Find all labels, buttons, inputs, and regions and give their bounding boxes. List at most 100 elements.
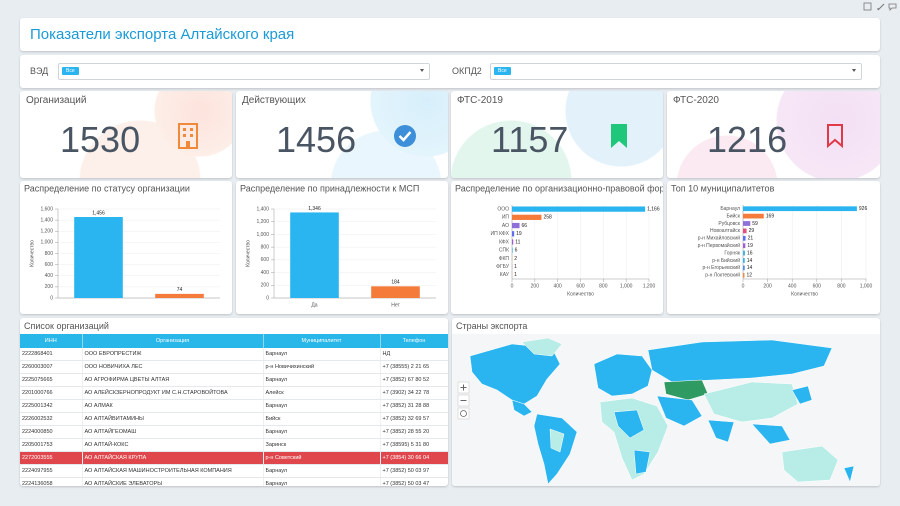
y-tick-label: Бийск <box>726 212 740 219</box>
table-cell: АО АЛТАЙ-КОКС <box>82 438 264 452</box>
chart-card: Распределение по принадлежности к МСП 0 20… <box>236 181 448 314</box>
fullscreen-icon[interactable] <box>863 2 872 11</box>
kpi-value: 1530 <box>60 119 141 160</box>
table-cell: АО АЛТАЙГЕОМАШ <box>82 425 264 439</box>
column-header: Телефон <box>380 334 448 348</box>
filter-select[interactable]: Все <box>58 63 430 80</box>
table-cell: АО АЛТАЙВИТАМИНЫ <box>82 412 264 426</box>
value-label: 1,456 <box>92 210 105 216</box>
table-row[interactable]: 2225001342 АО АЛМАК Барнаул +7 (3852) 31 28… <box>20 399 448 413</box>
org-table: ИНН Организация Муниципалитет Телефон 222286… <box>20 334 448 486</box>
value-label: 19 <box>747 243 753 249</box>
value-label: 258 <box>543 215 552 221</box>
table-row[interactable]: 2260003007 ООО НОВИЧИХА ЛЕС р-н Новичихинс… <box>20 360 448 374</box>
y-tick-label: ФГБУ <box>496 264 510 270</box>
y-tick-label: р-н Первомайский <box>698 242 741 249</box>
chart: Топ 10 муниципалитетов 0 200 400 600 800 1,000… <box>671 183 872 297</box>
value-label: 926 <box>859 206 868 212</box>
value-label: 29 <box>749 228 755 234</box>
bar <box>743 272 745 278</box>
table-cell: 2201000766 <box>20 386 83 400</box>
reset-icon <box>460 410 467 417</box>
kpi-card: ФТС-2020 1216 <box>667 91 880 178</box>
y-tick-label: р-н Михайловский <box>698 235 740 242</box>
table-cell: Барнаул <box>263 373 381 387</box>
table-cell: АО АГРОФИРМА ЦВЕТЫ АЛТАЯ <box>82 373 264 387</box>
table-cell: +7 (3852) 50 03 97 <box>380 464 448 478</box>
caret <box>852 69 856 72</box>
x-tick-label: 200 <box>763 283 772 289</box>
table-cell: Барнаул <box>263 399 381 413</box>
y-tick-label: 1,200 <box>40 229 53 235</box>
bar <box>155 293 204 298</box>
value-label: 1 <box>514 272 517 278</box>
edit-icon[interactable] <box>877 3 885 11</box>
page-title: Показатели экспорта Алтайского края <box>30 26 295 43</box>
table-cell: +7 (3852) 32 69 57 <box>380 412 448 426</box>
table-cell: +7 (3852) 50 03 47 <box>380 477 448 486</box>
table-row[interactable]: 2272003555 АО АЛТАЙСКАЯ КРУПА р-н Советски… <box>20 451 448 465</box>
y-tick-label: р-н Локтевский <box>705 272 740 279</box>
y-tick-label: 200 <box>45 284 54 290</box>
value-label: 21 <box>748 236 754 242</box>
table-row[interactable]: 2226002532 АО АЛТАЙВИТАМИНЫ Бийск +7 (3852)… <box>20 412 448 426</box>
chart-card: Распределение по статусу организации 0 200… <box>20 181 232 314</box>
table-cell: 2224097955 <box>20 464 83 478</box>
bar <box>290 212 339 298</box>
bookmark-icon <box>611 124 627 148</box>
table-row[interactable]: 2225075665 АО АГРОФИРМА ЦВЕТЫ АЛТАЯ Барнау… <box>20 373 448 387</box>
column-header: ИНН <box>20 334 83 348</box>
kpi-label: ФТС-2019 <box>457 95 503 106</box>
table-row[interactable]: 2224000850 АО АЛТАЙГЕОМАШ Барнаул +7 (3852)… <box>20 425 448 439</box>
y-tick-label: АО <box>502 223 509 229</box>
filter-chip[interactable]: Все <box>62 67 79 75</box>
table-title: Список организаций <box>24 321 109 331</box>
table-cell: 2205001753 <box>20 438 83 452</box>
table-row[interactable]: 2224136058 АО АЛТАЙСКИЕ ЭЛЕВАТОРЫ Барнаул +… <box>20 477 448 486</box>
kpi-card: Действующих 1456 <box>236 91 448 178</box>
y-tick-label: 1,000 <box>40 240 53 246</box>
y-tick-label: 1,000 <box>256 232 269 238</box>
x-tick-label: 600 <box>813 283 822 289</box>
filter-chip[interactable]: Все <box>494 67 511 75</box>
world-map[interactable] <box>452 334 880 486</box>
filter-label: ВЭД <box>30 66 49 76</box>
y-tick-label: р-н Егорьевский <box>703 264 741 271</box>
table-cell: +7 (3852) 28 55 20 <box>380 425 448 439</box>
value-label: 169 <box>766 213 775 219</box>
caret <box>420 69 424 72</box>
x-axis-label: Количество <box>791 291 818 297</box>
filter-card: ВЭД Все ОКПД2 Все <box>20 55 880 88</box>
kpi-label: Действующих <box>242 95 306 106</box>
bar <box>743 235 746 241</box>
bar <box>743 250 745 256</box>
column-header: Муниципалитет <box>263 334 381 348</box>
reset-button[interactable] <box>457 407 470 420</box>
x-tick-label: 200 <box>531 283 540 289</box>
y-tick-label: 1,400 <box>256 206 269 212</box>
comment-icon[interactable] <box>888 3 897 11</box>
kpi-card: Организаций 1530 <box>20 91 232 178</box>
filter-select[interactable]: Все <box>490 63 862 80</box>
y-tick-label: КФХ <box>499 239 510 245</box>
map-card: Страны экспорта <box>452 318 880 486</box>
bar <box>512 222 520 229</box>
table-row[interactable]: 2205001753 АО АЛТАЙ-КОКС Заринск +7 (38595)… <box>20 438 448 452</box>
table-row[interactable]: 2224097955 АО АЛТАЙСКАЯ МАШИНОСТРОИТЕЛЬНА… <box>20 464 448 478</box>
y-tick-label: 1,400 <box>40 217 53 223</box>
value-label: 1,346 <box>308 206 321 212</box>
y-tick-label: 400 <box>261 270 270 276</box>
table-cell: Барнаул <box>263 464 381 478</box>
value-label: 1 <box>514 264 517 270</box>
x-tick-label: 800 <box>837 283 846 289</box>
bar <box>512 239 514 245</box>
table-row[interactable]: 2201000766 АО АЛЕЙСКЗЕРНОПРОДУКТ ИМ С.Н.С… <box>20 386 448 400</box>
bar <box>512 214 542 220</box>
x-tick-label: Да <box>311 302 317 308</box>
table-row[interactable]: 2222868401 ООО ЕВРОПРЕСТИЖ Барнаул НД <box>20 348 448 361</box>
map-title: Страны экспорта <box>456 321 528 331</box>
kpi-value: 1157 <box>491 119 569 160</box>
table-cell: р-н Советский <box>263 451 381 465</box>
y-tick-label: 0 <box>266 295 269 301</box>
